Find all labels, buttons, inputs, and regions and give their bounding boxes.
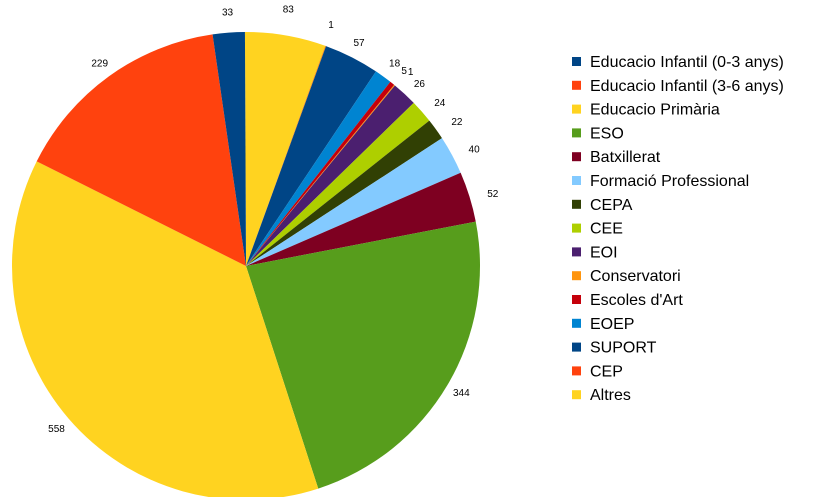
- legend-label: Escoles d'Art: [590, 292, 683, 309]
- data-label-13: 229: [91, 58, 108, 69]
- legend-swatch: [572, 199, 581, 209]
- legend-item-suport: SUPORT: [572, 340, 657, 357]
- legend-item-cepa: CEPA: [572, 197, 633, 214]
- legend-label: Educacio Infantil (0-3 anys): [590, 54, 784, 71]
- data-label-6: 26: [414, 79, 426, 90]
- legend-item-altres: Altres: [572, 387, 631, 404]
- legend-item-eoi: EOI: [572, 244, 618, 261]
- pie-slice-eoep: [246, 71, 391, 266]
- data-label-5: 1: [408, 67, 414, 78]
- legend-item-educacio-infantil-3-6-anys: Educacio Infantil (3-6 anys): [572, 78, 784, 95]
- legend-swatch: [572, 152, 581, 162]
- legend-swatch: [572, 128, 581, 138]
- legend-label: ESO: [590, 125, 624, 142]
- legend-swatch: [572, 176, 581, 185]
- data-label-9: 40: [469, 145, 481, 156]
- legend-item-cee: CEE: [572, 221, 623, 238]
- pie-slice-batxillerat: [246, 172, 476, 266]
- legend-item-escoles-d-art: Escoles d'Art: [572, 292, 683, 309]
- legend-label: EOEP: [590, 316, 634, 333]
- legend-swatch: [572, 366, 581, 376]
- pie-slice-educacio-infantil-0-3-anys: [212, 32, 246, 266]
- data-label-14: 33: [222, 8, 234, 19]
- pie-slice-suport: [246, 46, 376, 266]
- legend-label: Altres: [590, 387, 631, 404]
- data-label-7: 24: [434, 98, 446, 109]
- legend-label: Educacio Infantil (3-6 anys): [590, 78, 784, 95]
- data-label-1: 1: [328, 20, 334, 31]
- legend-label: CEP: [590, 363, 623, 380]
- legend-swatch: [572, 271, 581, 281]
- pie-slice-educacio-primaria: [12, 161, 319, 497]
- legend-swatch: [572, 223, 581, 233]
- legend-item-conservatori: Conservatori: [572, 268, 681, 285]
- legend-label: Educacio Primària: [590, 102, 720, 119]
- data-label-4: 5: [401, 66, 407, 77]
- pie-slice-eso: [246, 221, 481, 489]
- legend-swatch: [572, 247, 581, 257]
- pie-slice-educacio-infantil-3-6-anys: [36, 34, 247, 267]
- legend-swatch: [572, 318, 581, 328]
- pie-slice-eoi: [246, 85, 414, 266]
- pie-slice-cepa: [246, 120, 442, 266]
- data-label-0: 83: [283, 5, 295, 16]
- legend-swatch: [572, 390, 581, 400]
- legend-item-eso: ESO: [572, 125, 624, 142]
- pie-slices: [12, 31, 481, 497]
- data-label-10: 52: [487, 189, 499, 200]
- legend-swatch: [572, 342, 581, 352]
- legend-label: Conservatori: [590, 268, 681, 285]
- legend-item-educacio-infantil-0-3-anys: Educacio Infantil (0-3 anys): [572, 54, 784, 71]
- legend-swatch: [572, 104, 581, 114]
- legend-item-eoep: EOEP: [572, 316, 634, 333]
- legend-item-educacio-primaria: Educacio Primària: [572, 102, 720, 119]
- legend-label: Formació Professional: [590, 173, 749, 190]
- pie-slice-altres: [244, 31, 326, 266]
- legend: Educacio Infantil (0-3 anys) Educacio Inf…: [572, 54, 784, 404]
- legend-swatch: [572, 57, 581, 66]
- data-label-3: 18: [389, 59, 401, 70]
- pie-slice-cee: [246, 102, 430, 266]
- legend-item-cep: CEP: [572, 363, 623, 380]
- legend-item-batxillerat: Batxillerat: [572, 149, 661, 166]
- data-label-12: 558: [48, 424, 65, 435]
- legend-label: EOI: [590, 244, 618, 261]
- legend-label: CEE: [590, 221, 623, 238]
- legend-label: SUPORT: [590, 340, 657, 357]
- legend-label: CEPA: [590, 197, 633, 214]
- pie-slice-formacio-professional: [246, 138, 461, 266]
- data-label-11: 344: [453, 388, 470, 399]
- legend-swatch: [572, 295, 581, 304]
- pie-slice-conservatori: [246, 84, 395, 266]
- legend-label: Batxillerat: [590, 149, 661, 166]
- legend-item-formacio-professional: Formació Professional: [572, 173, 749, 190]
- data-label-8: 22: [451, 117, 463, 128]
- data-label-2: 57: [353, 38, 365, 49]
- pie-slice-escoles-d-art: [246, 81, 395, 266]
- pie-slice-conservatori: [246, 45, 327, 266]
- legend-swatch: [572, 80, 581, 90]
